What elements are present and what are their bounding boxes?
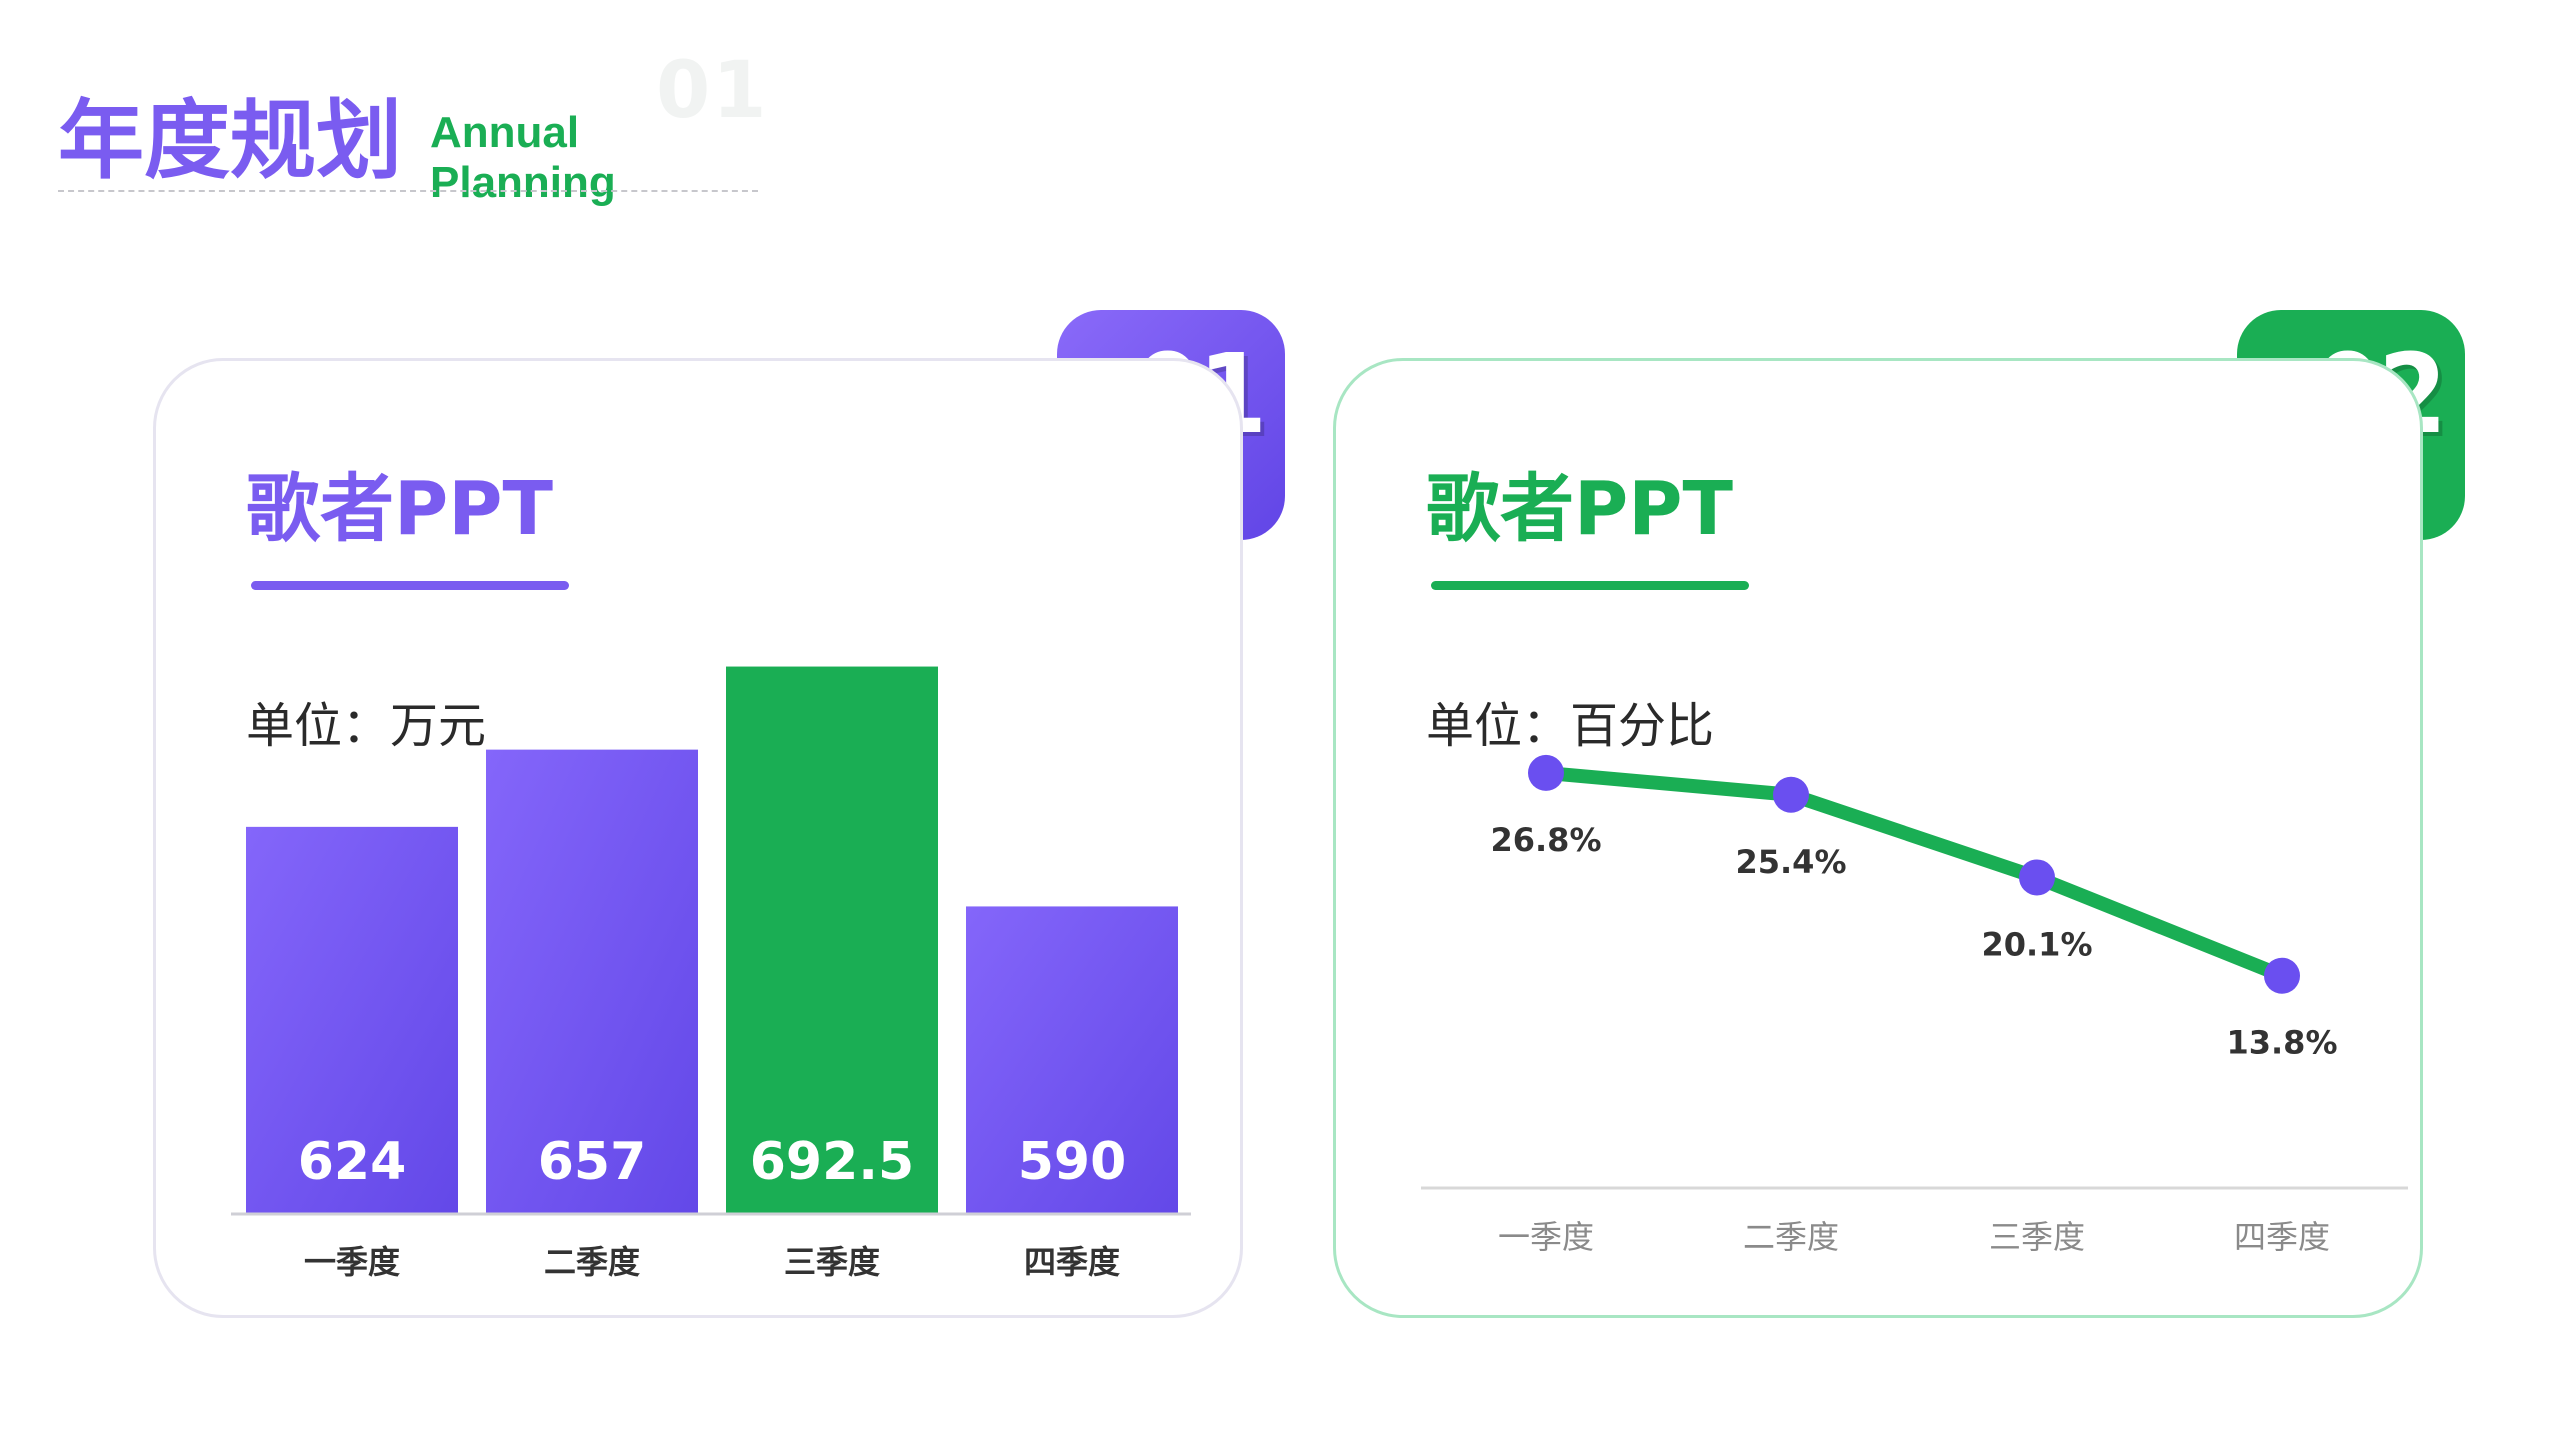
x-tick-label-1: 一季度: [304, 1243, 400, 1281]
bar-2: [486, 749, 698, 1213]
bar-chart-card: 歌者PPT 单位：万元 624 一季度 657 二季度 692.5 三季度 590 四季度: [153, 358, 1243, 1318]
header-divider: [58, 190, 758, 192]
card-1-unit-label: 单位：万元: [246, 698, 487, 754]
card-1-title: 歌者PPT: [246, 466, 553, 552]
bar-4: [966, 906, 1178, 1213]
page-subtitle: Annual Planning: [430, 108, 616, 207]
data-label-4: 13.8%: [2226, 1024, 2337, 1062]
bar-value-label-1: 624: [298, 1132, 407, 1192]
bar-chart: 624 一季度 657 二季度 692.5 三季度 590 四季度: [231, 666, 1191, 1281]
card-1-title-underline: [251, 581, 569, 590]
card-2-unit-label: 单位：百分比: [1426, 698, 1715, 754]
bar-value-label-3: 692.5: [750, 1132, 914, 1192]
page-header: 01 年度规划 Annual Planning: [58, 46, 767, 207]
data-point-2: [1773, 776, 1809, 813]
series-line: [1539, 765, 2289, 983]
ghost-section-number: 01: [656, 46, 769, 136]
bar-3: [726, 666, 938, 1213]
x-tick-label-2: 二季度: [1743, 1218, 1839, 1256]
data-label-1: 26.8%: [1490, 821, 1601, 859]
bar-value-label-2: 657: [538, 1132, 647, 1192]
line-chart-card: 歌者PPT 单位：百分比 26.8% 一季度 25.4% 二季度 20.1% 三季度 13.…: [1333, 358, 2423, 1318]
data-point-4: [2264, 957, 2300, 994]
card-2-title: 歌者PPT: [1426, 466, 1733, 552]
card-2-title-underline: [1431, 581, 1749, 590]
x-tick-label-2: 二季度: [544, 1243, 640, 1281]
page-title: 年度规划: [58, 91, 402, 191]
x-tick-label-1: 一季度: [1498, 1218, 1594, 1256]
data-point-3: [2019, 859, 2055, 896]
x-tick-label-4: 四季度: [2234, 1218, 2330, 1256]
line-chart: 26.8% 一季度 25.4% 二季度 20.1% 三季度 13.8% 四季度: [1421, 754, 2408, 1256]
x-tick-label-3: 三季度: [1989, 1218, 2085, 1256]
x-tick-label-3: 三季度: [784, 1243, 880, 1281]
x-tick-label-4: 四季度: [1024, 1243, 1120, 1281]
data-label-2: 25.4%: [1735, 843, 1846, 881]
data-point-1: [1528, 754, 1564, 791]
data-label-3: 20.1%: [1981, 925, 2092, 963]
bar-value-label-4: 590: [1018, 1132, 1127, 1192]
bar-1: [246, 826, 458, 1213]
